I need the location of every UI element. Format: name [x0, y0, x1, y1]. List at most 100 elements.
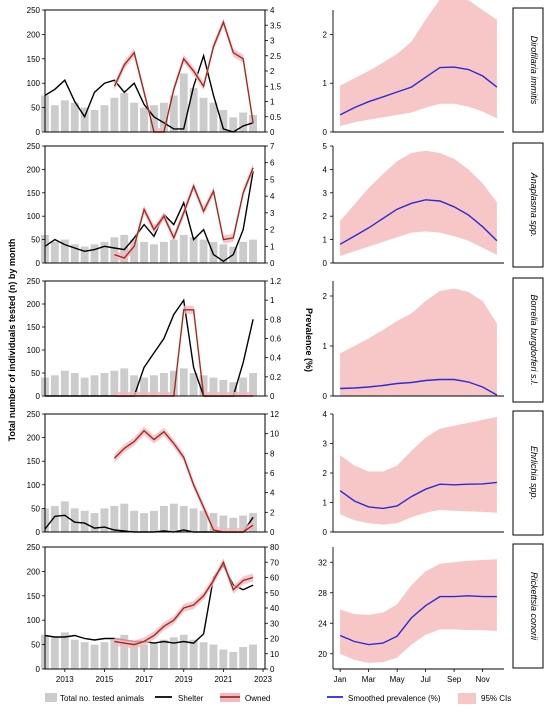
- year-tick-label: 2015: [96, 675, 114, 684]
- y-tick-label: 50: [31, 236, 40, 245]
- y2-tick-label: 0: [270, 528, 275, 537]
- total-tested-bars: [41, 234, 257, 263]
- total-tested-bar: [179, 73, 188, 132]
- y-tick-label: 200: [27, 30, 41, 39]
- panel-3: 0 50 100 150 200 250 0 0.2 0.4 0.6 0.8 1 1.2 0 1 2 Borre…: [27, 277, 544, 403]
- shelter-line: [44, 564, 254, 644]
- y2-tick-label: 2: [270, 67, 275, 76]
- total-tested-bar: [50, 105, 59, 132]
- pathogen-name: Ehrlichia spp.: [529, 446, 539, 500]
- y-tick-label: 0: [36, 259, 41, 268]
- y-tick-label: 50: [31, 641, 40, 650]
- total-tested-bar: [169, 95, 178, 132]
- total-tested-bar: [189, 237, 198, 263]
- smoothed-y-tick-label: 24: [318, 619, 327, 628]
- legend-total-label: Total no. tested animals: [60, 694, 144, 703]
- total-tested-bar: [249, 644, 257, 669]
- y2-tick-label: 1: [270, 242, 275, 251]
- smoothed-y-tick-label: 0: [323, 392, 328, 401]
- smoothed-line: [340, 378, 498, 396]
- total-tested-bar: [140, 513, 148, 532]
- total-tested-bar: [209, 102, 218, 132]
- year-tick-label: 2021: [214, 675, 232, 684]
- total-tested-bar: [150, 105, 158, 132]
- y-tick-label: 0: [36, 665, 41, 674]
- total-tested-bar: [100, 373, 109, 396]
- y-tick-label: 0: [36, 528, 41, 537]
- panel-5: 0 50 100 150 200 250 0 10 20 30 40 50 60 70 80 20 24 28 32…: [27, 543, 544, 684]
- total-tested-bar: [209, 377, 218, 396]
- y-tick-label: 0: [36, 128, 41, 137]
- total-tested-bar: [160, 241, 168, 263]
- owned-line: [113, 20, 254, 133]
- total-tested-bar: [219, 379, 228, 396]
- total-tested-bar: [100, 241, 109, 263]
- y2-tick-label: 0.8: [270, 315, 282, 324]
- y2-tick-label: 2: [270, 226, 275, 235]
- year-tick-label: 2023: [254, 675, 272, 684]
- total-tested-bar: [239, 377, 248, 396]
- pathogen-name-box: [512, 543, 544, 669]
- pathogen-name-box: [512, 277, 544, 403]
- total-tested-bar: [130, 375, 139, 396]
- pathogen-name: Rickettsia conorii: [529, 572, 539, 641]
- y-tick-label: 200: [27, 165, 41, 174]
- y-tick-label: 100: [27, 616, 41, 625]
- y2-tick-label: 1.5: [270, 82, 282, 91]
- total-tested-bar: [219, 515, 228, 532]
- total-tested-bar: [169, 370, 178, 396]
- total-tested-bar: [60, 501, 69, 532]
- y2-tick-label: 6: [270, 159, 275, 168]
- total-tested-bar: [189, 508, 198, 532]
- smoothed-y-tick-label: 1: [323, 236, 328, 245]
- total-tested-bar: [179, 234, 188, 263]
- legend-total-swatch: [45, 693, 57, 702]
- y-tick-label: 250: [27, 543, 41, 552]
- smoothed-y-tick-label: 0: [323, 259, 328, 268]
- y-tick-label: 250: [27, 410, 41, 419]
- total-tested-bar: [110, 237, 119, 263]
- y-tick-label: 50: [31, 504, 40, 513]
- pathogen-name-box: [512, 142, 544, 268]
- smoothed-y-tick-label: 1: [323, 499, 328, 508]
- total-tested-bar: [50, 241, 59, 263]
- smoothed-y-tick-label: 0: [323, 528, 328, 537]
- total-tested-bar: [140, 107, 148, 132]
- total-tested-bar: [229, 517, 238, 532]
- total-tested-bar: [160, 639, 168, 669]
- y-tick-label: 200: [27, 434, 41, 443]
- y2-tick-label: 0.4: [270, 354, 282, 363]
- total-tested-bar: [249, 239, 257, 263]
- ci-band: [340, 288, 497, 396]
- y-tick-label: 150: [27, 189, 41, 198]
- left-plot-frame: [44, 145, 266, 264]
- y-tick-label: 200: [27, 567, 41, 576]
- total-tested-bar: [110, 506, 119, 532]
- total-tested-bar: [199, 375, 208, 396]
- y-tick-label: 100: [27, 481, 41, 490]
- smoothed-line: [339, 481, 497, 510]
- total-tested-bar: [120, 634, 129, 669]
- total-tested-bar: [249, 373, 257, 396]
- total-tested-bar: [50, 506, 59, 532]
- total-tested-bar: [229, 382, 238, 396]
- total-tested-bar: [50, 637, 59, 669]
- y2-tick-label: 0: [270, 259, 275, 268]
- y2-tick-label: 50: [270, 589, 279, 598]
- y2-tick-label: 0.2: [270, 373, 282, 382]
- total-tested-bar: [70, 508, 79, 532]
- total-tested-bar: [169, 239, 178, 263]
- total-tested-bar: [80, 377, 89, 396]
- total-tested-bar: [169, 503, 178, 532]
- legend-owned-label: Owned: [245, 694, 270, 703]
- total-tested-bar: [239, 241, 248, 263]
- y2-tick-label: 7: [270, 142, 275, 151]
- total-tested-bar: [140, 644, 148, 669]
- total-tested-bar: [199, 510, 208, 532]
- y-tick-label: 150: [27, 323, 41, 332]
- y2-tick-label: 0: [270, 665, 275, 674]
- total-tested-bar: [179, 368, 188, 396]
- month-tick-label: Jul: [421, 675, 431, 684]
- total-tested-bar: [120, 503, 129, 532]
- smoothed-y-tick-label: 4: [323, 410, 328, 419]
